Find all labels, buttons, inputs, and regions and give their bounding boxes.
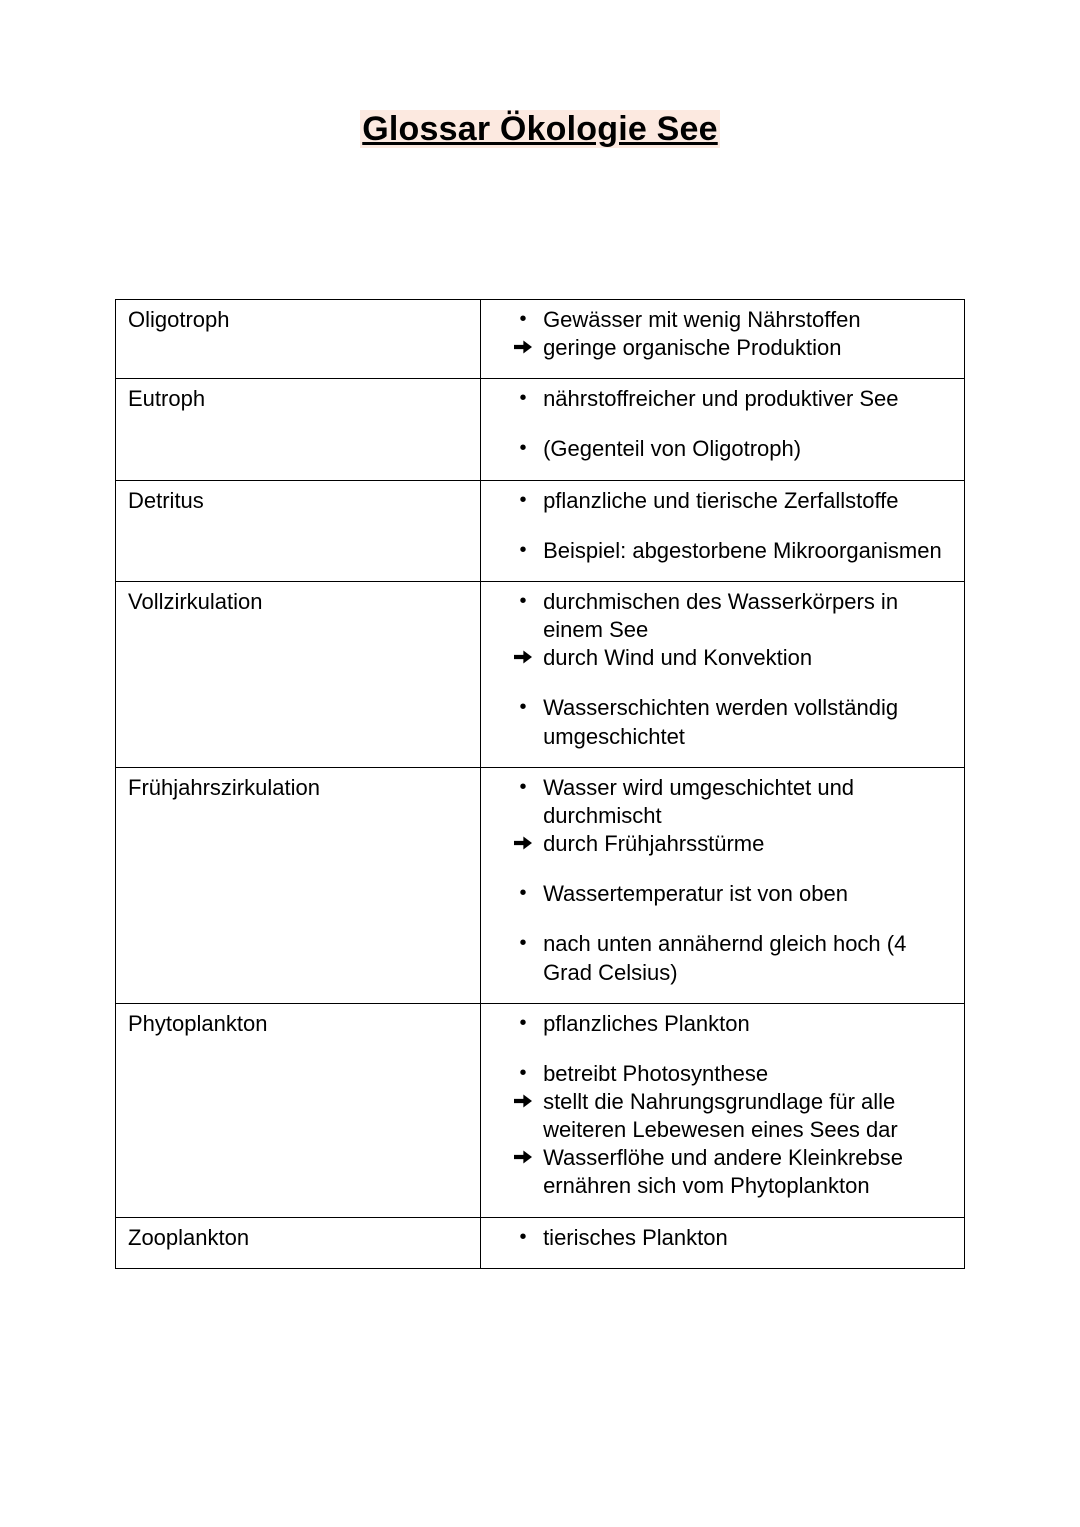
bullet-icon: • <box>511 880 535 906</box>
list-item-text: Wassertemperatur ist von oben <box>543 881 848 906</box>
definition-cell: • pflanzliches Plankton • betreibt Photosyn… <box>481 1003 965 1217</box>
arrow-icon <box>511 1088 535 1110</box>
list-item-text: stellt die Nahrungsgrundlage für alle we… <box>543 1089 898 1142</box>
list-item-text: Beispiel: abgestorbene Mikroorganismen <box>543 538 942 563</box>
arrow-icon <box>511 1144 535 1166</box>
list-item: • Wasserschichten werden vollständig umge… <box>511 694 950 750</box>
bullet-icon: • <box>511 306 535 332</box>
term-cell: Phytoplankton <box>116 1003 481 1217</box>
list-item-text: tierisches Plankton <box>543 1225 728 1250</box>
arrow-icon <box>511 334 535 356</box>
term-cell: Zooplankton <box>116 1217 481 1268</box>
definition-cell: • durchmischen des Wasserkörpers in einem… <box>481 581 965 767</box>
term-cell: Oligotroph <box>116 300 481 379</box>
bullet-icon: • <box>511 774 535 800</box>
definition-list: • durchmischen des Wasserkörpers in einem… <box>481 588 950 751</box>
document-page: Glossar Ökologie See Oligotroph • Gewässer… <box>0 0 1080 1527</box>
definition-list: • Gewässer mit wenig Nährstoffen geringe o… <box>481 306 950 362</box>
term-cell: Eutroph <box>116 379 481 480</box>
list-item: • tierisches Plankton <box>511 1224 950 1252</box>
term-cell: Vollzirkulation <box>116 581 481 767</box>
definition-cell: • Gewässer mit wenig Nährstoffen geringe o… <box>481 300 965 379</box>
term-cell: Detritus <box>116 480 481 581</box>
list-item: geringe organische Produktion <box>511 334 950 362</box>
term-text: Phytoplankton <box>128 1011 267 1036</box>
bullet-icon: • <box>511 930 535 956</box>
bullet-icon: • <box>511 385 535 411</box>
bullet-icon: • <box>511 1060 535 1086</box>
arrow-icon <box>511 644 535 666</box>
list-item: stellt die Nahrungsgrundlage für alle we… <box>511 1088 950 1144</box>
list-item-text: (Gegenteil von Oligotroph) <box>543 436 801 461</box>
definition-list: • tierisches Plankton <box>481 1224 950 1252</box>
list-item-text: nach unten annähernd gleich hoch (4 Grad… <box>543 931 906 984</box>
term-text: Oligotroph <box>128 307 230 332</box>
bullet-icon: • <box>511 537 535 563</box>
definition-list: • pflanzliche und tierische Zerfallstoffe… <box>481 487 950 565</box>
table-row: Frühjahrszirkulation • Wasser wird umgesch… <box>116 767 965 1003</box>
term-text: Vollzirkulation <box>128 589 263 614</box>
list-item-text: durch Frühjahrsstürme <box>543 831 764 856</box>
list-item-text: pflanzliche und tierische Zerfallstoffe <box>543 488 898 513</box>
list-item: • Wasser wird umgeschichtet und durchmisc… <box>511 774 950 830</box>
definition-list: • nährstoffreicher und produktiver See • (G… <box>481 385 950 463</box>
list-item: • durchmischen des Wasserkörpers in einem… <box>511 588 950 644</box>
table-row: Eutroph • nährstoffreicher und produktiver… <box>116 379 965 480</box>
list-item: • betreibt Photosynthese <box>511 1060 950 1088</box>
bullet-icon: • <box>511 487 535 513</box>
arrow-icon <box>511 830 535 852</box>
term-text: Detritus <box>128 488 204 513</box>
list-item: • nährstoffreicher und produktiver See <box>511 385 950 413</box>
term-text: Zooplankton <box>128 1225 249 1250</box>
list-item: durch Frühjahrsstürme <box>511 830 950 858</box>
bullet-icon: • <box>511 588 535 614</box>
page-title: Glossar Ökologie See <box>115 110 965 149</box>
table-row: Detritus • pflanzliche und tierische Zerfa… <box>116 480 965 581</box>
bullet-icon: • <box>511 1224 535 1250</box>
list-item: • Gewässer mit wenig Nährstoffen <box>511 306 950 334</box>
list-item: • pflanzliches Plankton <box>511 1010 950 1038</box>
list-item-text: durchmischen des Wasserkörpers in einem … <box>543 589 898 642</box>
list-item: • Beispiel: abgestorbene Mikroorganismen <box>511 537 950 565</box>
glossary-table-body: Oligotroph • Gewässer mit wenig Nährstoffe… <box>116 300 965 1269</box>
list-item-text: nährstoffreicher und produktiver See <box>543 386 898 411</box>
definition-cell: • Wasser wird umgeschichtet und durchmisc… <box>481 767 965 1003</box>
list-item: durch Wind und Konvektion <box>511 644 950 672</box>
table-row: Zooplankton • tierisches Plankton <box>116 1217 965 1268</box>
page-title-text: Glossar Ökologie See <box>360 110 719 148</box>
definition-list: • pflanzliches Plankton • betreibt Photosyn… <box>481 1010 950 1201</box>
definition-cell: • tierisches Plankton <box>481 1217 965 1268</box>
bullet-icon: • <box>511 1010 535 1036</box>
table-row: Oligotroph • Gewässer mit wenig Nährstoffe… <box>116 300 965 379</box>
list-item: • pflanzliche und tierische Zerfallstoffe <box>511 487 950 515</box>
list-item-text: geringe organische Produktion <box>543 335 841 360</box>
definition-list: • Wasser wird umgeschichtet und durchmisc… <box>481 774 950 987</box>
definition-cell: • pflanzliche und tierische Zerfallstoffe… <box>481 480 965 581</box>
list-item-text: Wasser wird umgeschichtet und durchmisch… <box>543 775 854 828</box>
list-item-text: Wasserschichten werden vollständig umges… <box>543 695 898 748</box>
list-item-text: Gewässer mit wenig Nährstoffen <box>543 307 861 332</box>
list-item: • nach unten annähernd gleich hoch (4 Gra… <box>511 930 950 986</box>
bullet-icon: • <box>511 694 535 720</box>
list-item-text: betreibt Photosynthese <box>543 1061 768 1086</box>
table-row: Phytoplankton • pflanzliches Plankton • betr… <box>116 1003 965 1217</box>
list-item-text: pflanzliches Plankton <box>543 1011 750 1036</box>
list-item: • (Gegenteil von Oligotroph) <box>511 435 950 463</box>
term-cell: Frühjahrszirkulation <box>116 767 481 1003</box>
list-item-text: durch Wind und Konvektion <box>543 645 812 670</box>
term-text: Frühjahrszirkulation <box>128 775 320 800</box>
definition-cell: • nährstoffreicher und produktiver See • (G… <box>481 379 965 480</box>
list-item: Wasserflöhe und andere Kleinkrebse ernäh… <box>511 1144 950 1200</box>
list-item-text: Wasserflöhe und andere Kleinkrebse ernäh… <box>543 1145 903 1198</box>
table-row: Vollzirkulation • durchmischen des Wasserk… <box>116 581 965 767</box>
glossary-table: Oligotroph • Gewässer mit wenig Nährstoffe… <box>115 299 965 1269</box>
list-item: • Wassertemperatur ist von oben <box>511 880 950 908</box>
bullet-icon: • <box>511 435 535 461</box>
term-text: Eutroph <box>128 386 205 411</box>
